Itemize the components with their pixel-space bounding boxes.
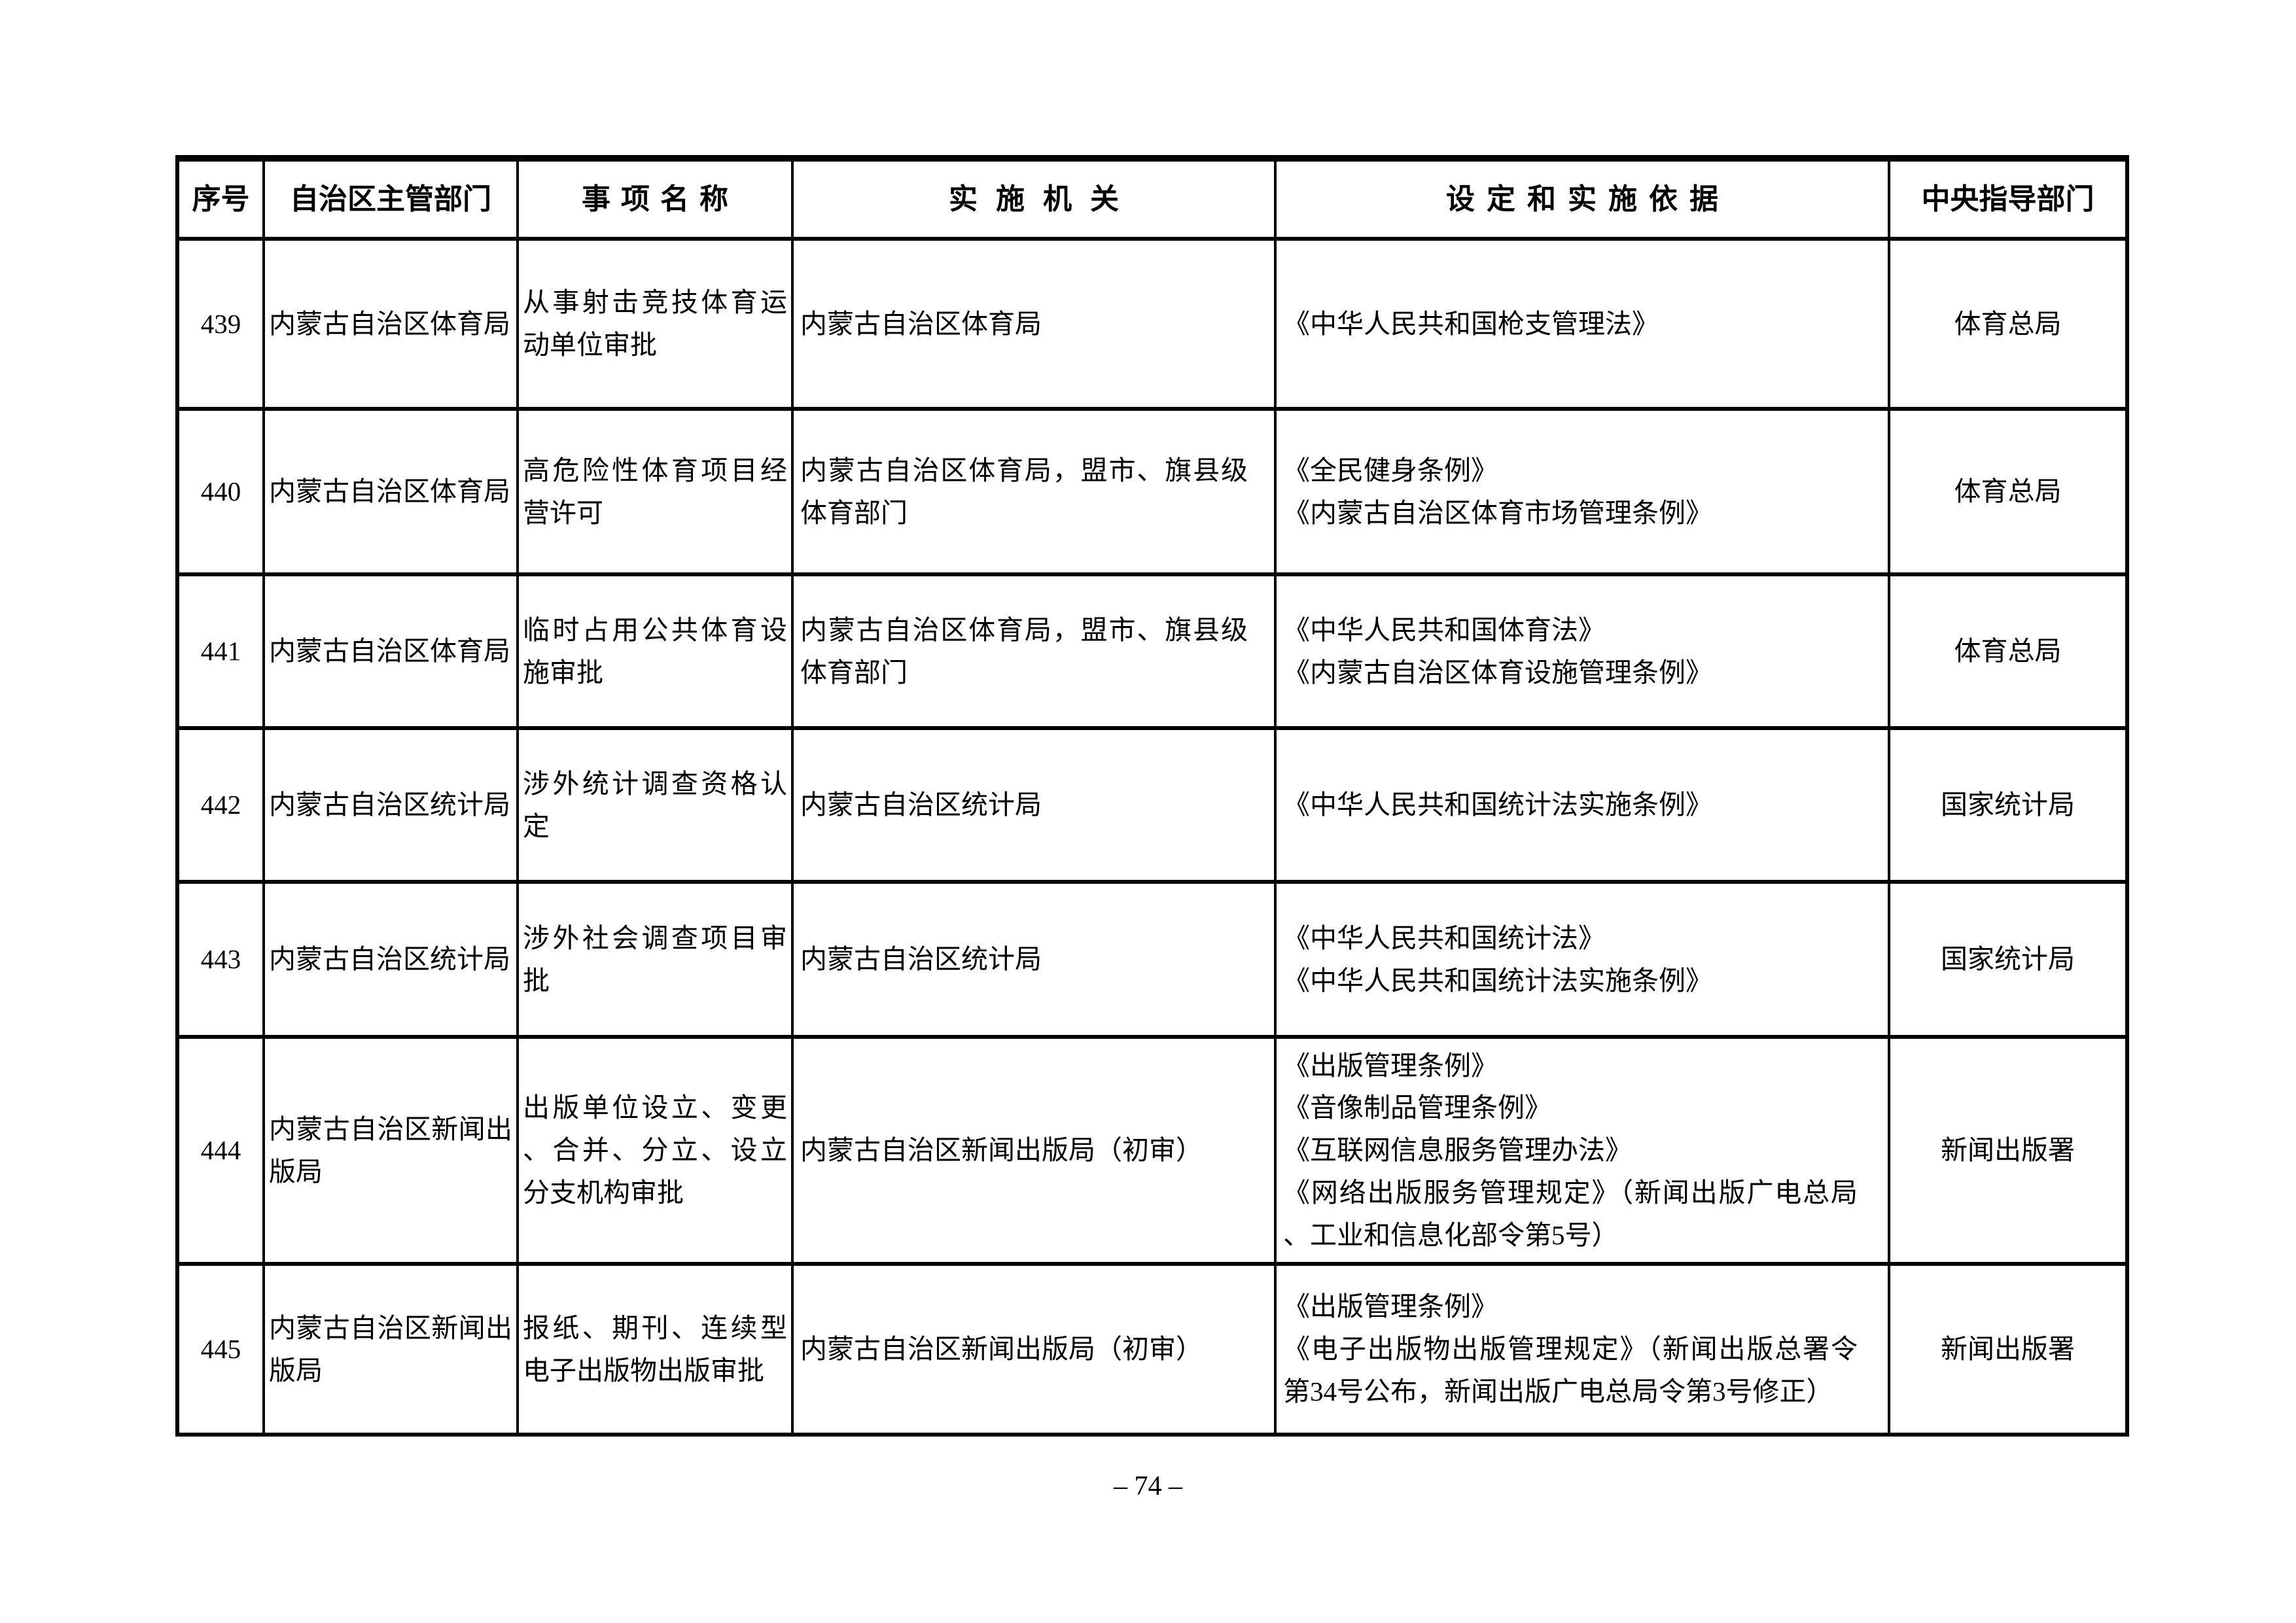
department-cell: 内蒙古自治区体育局 bbox=[262, 237, 519, 411]
table-row: 439 内蒙古自治区体育局 从事射击竞技体育运动单位审批 内蒙古自治区体育局 《… bbox=[176, 237, 2128, 411]
department-cell: 内蒙古自治区新闻出版局 bbox=[262, 1262, 519, 1437]
table-row: 445 内蒙古自治区新闻出版局 报纸、期刊、连续型电子出版物出版审批 内蒙古自治… bbox=[176, 1262, 2128, 1437]
item-name-cell: 高危险性体育项目经营许可 bbox=[516, 407, 794, 576]
item-name-cell: 临时占用公共体育设施审批 bbox=[516, 572, 794, 730]
legal-basis-cell: 《全民健身条例》 《内蒙古自治区体育市场管理条例》 bbox=[1274, 407, 1890, 576]
serial-cell: 445 bbox=[176, 1262, 265, 1437]
table-row: 443 内蒙古自治区统计局 涉外社会调查项目审批 内蒙古自治区统计局 《中华人民… bbox=[176, 880, 2128, 1039]
serial-cell: 443 bbox=[176, 880, 265, 1039]
implementing-agency-cell: 内蒙古自治区体育局，盟市、旗县级体育部门 bbox=[791, 407, 1277, 576]
item-name-cell: 出版单位设立、变更、合并、分立、设立分支机构审批 bbox=[516, 1035, 794, 1266]
department-cell: 内蒙古自治区体育局 bbox=[262, 407, 519, 576]
department-cell: 内蒙古自治区统计局 bbox=[262, 726, 519, 884]
table-row: 442 内蒙古自治区统计局 涉外统计调查资格认定 内蒙古自治区统计局 《中华人民… bbox=[176, 726, 2128, 884]
central-department-cell: 体育总局 bbox=[1888, 407, 2128, 576]
approval-items-table: 序号 自治区主管部门 事项名称 实施机关 设定和实施依据 中央指导部门 439 … bbox=[175, 155, 2129, 1437]
serial-cell: 444 bbox=[176, 1035, 265, 1266]
central-department-cell: 新闻出版署 bbox=[1888, 1035, 2128, 1266]
column-header-item-name: 事项名称 bbox=[516, 156, 794, 241]
implementing-agency-cell: 内蒙古自治区新闻出版局（初审） bbox=[791, 1035, 1277, 1266]
department-cell: 内蒙古自治区统计局 bbox=[262, 880, 519, 1039]
central-department-cell: 体育总局 bbox=[1888, 572, 2128, 730]
central-department-cell: 国家统计局 bbox=[1888, 726, 2128, 884]
serial-cell: 440 bbox=[176, 407, 265, 576]
item-name-cell: 报纸、期刊、连续型电子出版物出版审批 bbox=[516, 1262, 794, 1437]
column-header-department: 自治区主管部门 bbox=[262, 156, 519, 241]
legal-basis-cell: 《出版管理条例》 《音像制品管理条例》 《互联网信息服务管理办法》 《网络出版服… bbox=[1274, 1035, 1890, 1266]
implementing-agency-cell: 内蒙古自治区统计局 bbox=[791, 726, 1277, 884]
legal-basis-cell: 《中华人民共和国统计法实施条例》 bbox=[1274, 726, 1890, 884]
serial-cell: 439 bbox=[176, 237, 265, 411]
central-department-cell: 体育总局 bbox=[1888, 237, 2128, 411]
department-cell: 内蒙古自治区新闻出版局 bbox=[262, 1035, 519, 1266]
legal-basis-cell: 《中华人民共和国枪支管理法》 bbox=[1274, 237, 1890, 411]
department-cell: 内蒙古自治区体育局 bbox=[262, 572, 519, 730]
column-header-central-department: 中央指导部门 bbox=[1888, 156, 2128, 241]
serial-cell: 442 bbox=[176, 726, 265, 884]
item-name-cell: 从事射击竞技体育运动单位审批 bbox=[516, 237, 794, 411]
legal-basis-cell: 《中华人民共和国体育法》 《内蒙古自治区体育设施管理条例》 bbox=[1274, 572, 1890, 730]
table-row: 444 内蒙古自治区新闻出版局 出版单位设立、变更、合并、分立、设立分支机构审批… bbox=[176, 1035, 2128, 1266]
page-number: – 74 – bbox=[1114, 1471, 1182, 1501]
serial-cell: 441 bbox=[176, 572, 265, 730]
column-header-implementing-agency: 实施机关 bbox=[791, 156, 1277, 241]
legal-basis-cell: 《中华人民共和国统计法》 《中华人民共和国统计法实施条例》 bbox=[1274, 880, 1890, 1039]
implementing-agency-cell: 内蒙古自治区体育局，盟市、旗县级体育部门 bbox=[791, 572, 1277, 730]
implementing-agency-cell: 内蒙古自治区新闻出版局（初审） bbox=[791, 1262, 1277, 1437]
table-row: 441 内蒙古自治区体育局 临时占用公共体育设施审批 内蒙古自治区体育局，盟市、… bbox=[176, 572, 2128, 730]
item-name-cell: 涉外社会调查项目审批 bbox=[516, 880, 794, 1039]
table-header-row: 序号 自治区主管部门 事项名称 实施机关 设定和实施依据 中央指导部门 bbox=[176, 156, 2128, 241]
central-department-cell: 国家统计局 bbox=[1888, 880, 2128, 1039]
item-name-cell: 涉外统计调查资格认定 bbox=[516, 726, 794, 884]
table-row: 440 内蒙古自治区体育局 高危险性体育项目经营许可 内蒙古自治区体育局，盟市、… bbox=[176, 407, 2128, 576]
implementing-agency-cell: 内蒙古自治区统计局 bbox=[791, 880, 1277, 1039]
column-header-legal-basis: 设定和实施依据 bbox=[1274, 156, 1890, 241]
implementing-agency-cell: 内蒙古自治区体育局 bbox=[791, 237, 1277, 411]
legal-basis-cell: 《出版管理条例》 《电子出版物出版管理规定》（新闻出版总署令第34号公布，新闻出… bbox=[1274, 1262, 1890, 1437]
central-department-cell: 新闻出版署 bbox=[1888, 1262, 2128, 1437]
column-header-serial: 序号 bbox=[176, 156, 265, 241]
